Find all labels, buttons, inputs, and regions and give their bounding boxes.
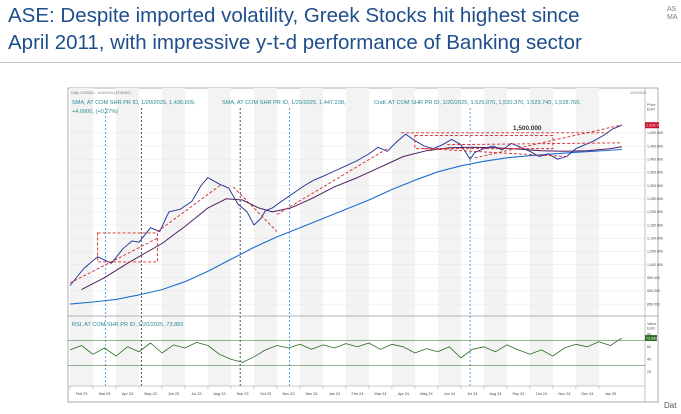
price-tick-label: 1,450.000 <box>647 144 663 148</box>
trendline <box>232 186 278 232</box>
month-band <box>70 88 93 386</box>
corner-logo-text: AS MA <box>667 6 678 21</box>
month-band <box>299 88 323 386</box>
x-month-label: Jan 24 <box>329 392 340 396</box>
rsi-tick-label: 80 <box>647 333 651 337</box>
x-month-label: Aug 24 <box>489 392 501 396</box>
x-month-label: Aug 23 <box>213 392 225 396</box>
slide-title: ASE: Despite imported volatility, Greek … <box>8 4 582 54</box>
price-tick-label: 1,350.000 <box>647 171 663 175</box>
rsi-tick-label: 60 <box>647 345 651 349</box>
month-band <box>529 88 553 386</box>
month-band <box>253 88 277 386</box>
legend-line-2: SMA, AT COM SHR PR ID, 1/20/2025, 1,447.… <box>222 100 346 106</box>
last-price-badge-text: 1,528.76 <box>646 124 661 128</box>
month-band <box>207 88 231 386</box>
x-month-label: Nov 23 <box>282 392 294 396</box>
rsi-last-badge-text: 73.883 <box>646 336 658 340</box>
month-bands <box>70 88 599 386</box>
x-month-label: Mar 23 <box>99 392 111 396</box>
x-month-label: Sep 23 <box>236 392 248 396</box>
x-month-label: Jul 23 <box>191 392 201 396</box>
month-band <box>437 88 461 386</box>
x-month-label: Apr 24 <box>398 392 409 396</box>
rsi-last-badge <box>645 335 657 342</box>
x-month-label: Oct 24 <box>536 392 547 396</box>
x-axis-month-labels: Feb 23 Mar 23 Apr 23 May 23 Jun 23 Jul 23 Aug … <box>69 386 616 396</box>
rsi-series <box>69 337 623 363</box>
trendline <box>474 124 623 159</box>
price-tick-label: 1,300.000 <box>647 184 663 188</box>
x-month-label: Dec 23 <box>305 392 317 396</box>
trendline <box>69 237 158 284</box>
x-month-label: Apr 23 <box>122 392 133 396</box>
rsi-value-label: Value EUR <box>647 322 656 331</box>
trendlines <box>69 124 623 284</box>
title-divider <box>0 62 681 63</box>
price-tick-label: 1,250.000 <box>647 197 663 201</box>
x-month-label: Oct 23 <box>260 392 271 396</box>
long-sma-line <box>69 148 622 305</box>
trendline <box>276 148 388 215</box>
month-band <box>575 88 599 386</box>
legend-line-4: +4.0900, (+0.27%) <box>72 109 118 115</box>
price-tick-label: 1,400.000 <box>647 157 663 161</box>
rsi-axis-ticks: 80 60 40 20 <box>647 333 651 375</box>
chart-header-small: Daily 1/3/2023 - 1/20/2025 (ATHENS) <box>71 91 131 95</box>
x-month-label: Jul 24 <box>467 392 477 396</box>
price-tick-label: 1,500.000 <box>647 131 663 135</box>
month-band <box>345 88 369 386</box>
short-sma-series <box>81 146 622 291</box>
footer-partial-text: Dat <box>664 401 677 410</box>
level-annotation: 1,500.000 <box>513 125 542 132</box>
rsi-tick-label: 20 <box>647 370 651 374</box>
x-month-label: Jun 24 <box>444 392 455 396</box>
price-tick-label: 850.000 <box>647 302 660 306</box>
short-sma-line <box>81 146 622 291</box>
month-band <box>115 88 139 386</box>
price-tick-label: 1,050.000 <box>647 250 663 254</box>
x-month-label: Feb 24 <box>352 392 364 396</box>
rsi-line <box>69 337 623 363</box>
x-month-label: May 24 <box>420 392 432 396</box>
x-month-label: Mar 24 <box>375 392 387 396</box>
x-month-label: Jan 25 <box>605 392 616 396</box>
price-tick-label: 950.000 <box>647 276 660 280</box>
x-month-label: Jun 23 <box>168 392 179 396</box>
rsi-legend: RSI, AT COM SHR PR ID, 1/20/2025, 73.883 <box>72 322 183 328</box>
x-month-label: Feb 23 <box>76 392 88 396</box>
price-tick-label: 1,150.000 <box>647 223 663 227</box>
x-month-label: Dec 24 <box>581 392 593 396</box>
trendline <box>447 142 622 146</box>
x-month-label: Nov 24 <box>558 392 570 396</box>
legend-line-3: Cndl, AT COM SHR PR ID, 1/20/2025, 1,525… <box>374 100 581 106</box>
price-line <box>69 124 623 286</box>
last-price-badge <box>645 122 659 129</box>
price-axis-ticks: 1,500.000 1,450.000 1,400.000 1,350.000 1,30… <box>647 131 663 306</box>
x-month-label: Sep 24 <box>512 392 524 396</box>
rsi-band-lines <box>68 340 645 366</box>
trendline <box>424 148 567 157</box>
price-currency-label: Price EUR <box>647 103 656 112</box>
chart-header-date: 1/20/2025 <box>630 91 646 95</box>
price-tick-label: 1,200.000 <box>647 210 663 214</box>
legend-line-1: SMA, AT COM SHR PR ID, 1/20/2025, 1,436.… <box>72 100 196 106</box>
x-month-label: May 23 <box>144 392 156 396</box>
month-band <box>483 88 507 386</box>
price-tick-label: 900.000 <box>647 289 660 293</box>
trendline <box>157 183 223 232</box>
price-tick-label: 1,000.000 <box>647 263 663 267</box>
long-sma-series <box>69 148 622 305</box>
range-rectangle <box>414 134 554 150</box>
month-band <box>391 88 415 386</box>
rsi-tick-label: 40 <box>647 358 651 362</box>
price-tick-label: 1,100.000 <box>647 237 663 241</box>
month-band <box>161 88 185 386</box>
price-series <box>69 124 623 286</box>
